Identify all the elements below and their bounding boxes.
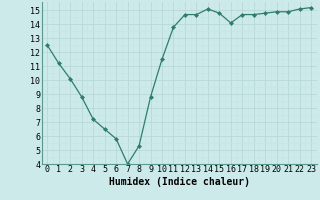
X-axis label: Humidex (Indice chaleur): Humidex (Indice chaleur) xyxy=(109,177,250,187)
